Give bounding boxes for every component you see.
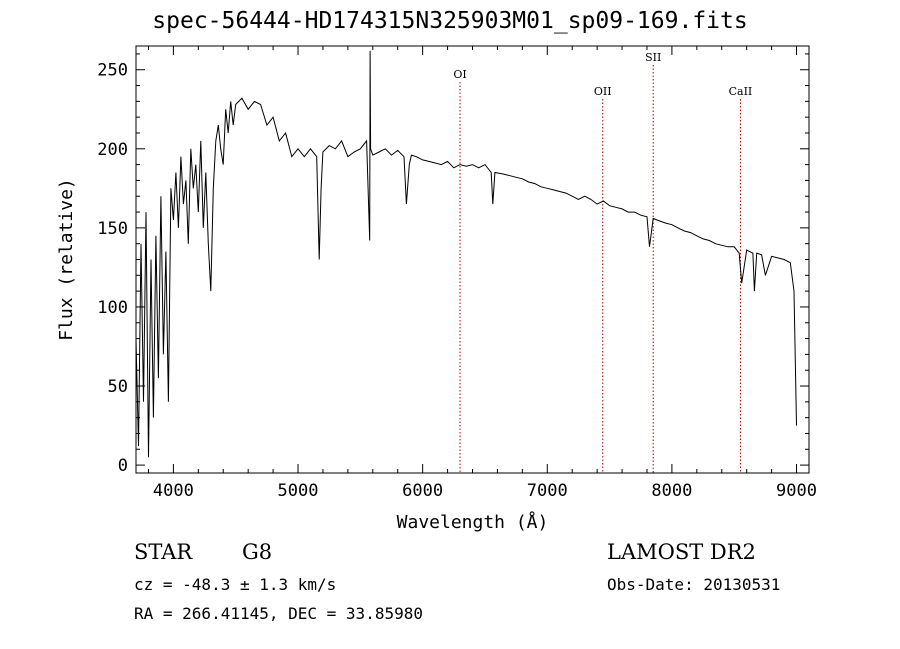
y-tick-label: 150 — [97, 219, 128, 239]
x-tick-label: 6000 — [402, 481, 443, 501]
line-marker-label-oii: OII — [594, 85, 612, 98]
x-tick-label: 4000 — [153, 481, 194, 501]
object-class: STAR — [134, 540, 193, 564]
coordinates-readout: RA = 266.41145, DEC = 33.85980 — [134, 604, 423, 623]
y-axis-label: Flux (relative) — [56, 178, 77, 341]
x-axis-label: Wavelength (Å) — [397, 511, 549, 533]
y-tick-label: 250 — [97, 61, 128, 81]
y-tick-label: 200 — [97, 140, 128, 160]
plot-title: spec-56444-HD174315N325903M01_sp09-169.f… — [152, 8, 748, 34]
x-tick-label: 5000 — [278, 481, 319, 501]
plot-frame — [135, 45, 810, 474]
x-tick-label: 8000 — [651, 481, 692, 501]
spectral-subclass: G8 — [242, 540, 273, 564]
observation-date: Obs-Date: 20130531 — [607, 575, 781, 594]
spectrum-line — [135, 50, 797, 458]
line-marker-label-sii: SII — [645, 51, 661, 64]
y-tick-label: 100 — [97, 298, 128, 318]
x-tick-label: 7000 — [527, 481, 568, 501]
survey-name: LAMOST DR2 — [607, 540, 756, 564]
x-tick-label: 9000 — [776, 481, 817, 501]
line-marker-label-oi: OI — [453, 68, 466, 81]
y-tick-label: 0 — [118, 456, 128, 476]
redshift-readout: cz = -48.3 ± 1.3 km/s — [134, 575, 337, 594]
y-tick-label: 50 — [108, 377, 128, 397]
line-marker-label-caii: CaII — [729, 85, 753, 98]
